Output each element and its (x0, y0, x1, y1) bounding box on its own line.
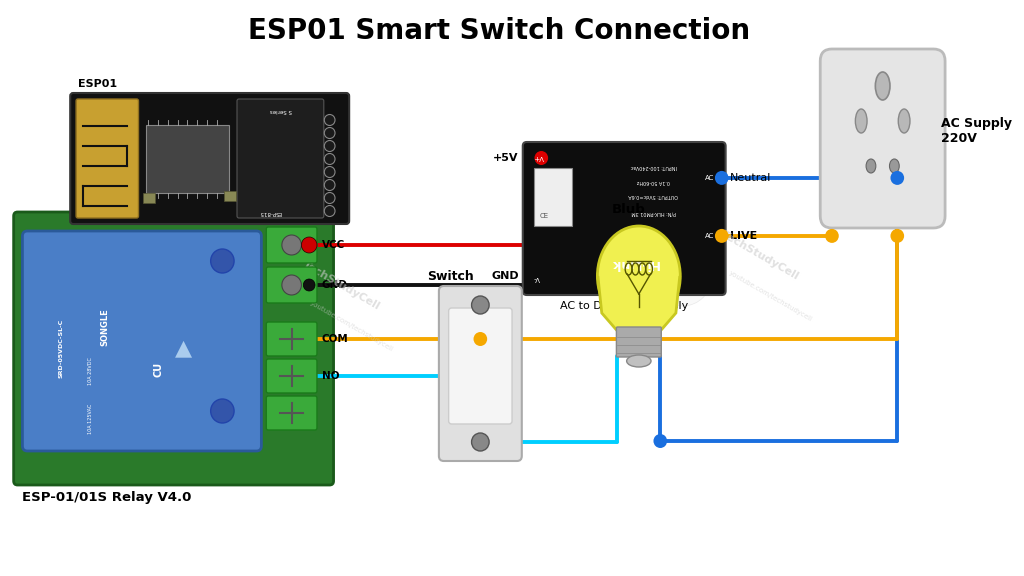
Circle shape (472, 296, 489, 314)
FancyBboxPatch shape (266, 359, 317, 393)
Circle shape (891, 229, 904, 243)
Circle shape (325, 141, 335, 151)
Text: ▲: ▲ (175, 339, 191, 358)
Text: GND: GND (322, 280, 348, 290)
Text: Blub: Blub (612, 203, 646, 216)
FancyBboxPatch shape (439, 286, 522, 461)
FancyBboxPatch shape (266, 227, 317, 263)
Ellipse shape (855, 109, 867, 133)
FancyBboxPatch shape (535, 168, 571, 226)
FancyBboxPatch shape (266, 396, 317, 430)
Text: AC Supply
220V: AC Supply 220V (941, 117, 1012, 145)
FancyBboxPatch shape (449, 308, 512, 424)
Text: AC to DC Power Supply: AC to DC Power Supply (560, 301, 688, 311)
Text: Switch: Switch (427, 270, 473, 283)
Circle shape (211, 399, 234, 423)
Text: ESP-815: ESP-815 (258, 210, 281, 215)
FancyBboxPatch shape (616, 327, 662, 357)
Text: OUTPUT: 5Vdc=0.6A: OUTPUT: 5Vdc=0.6A (629, 194, 678, 199)
Text: +5V: +5V (494, 153, 519, 163)
Circle shape (282, 235, 301, 255)
Circle shape (715, 229, 728, 243)
Circle shape (825, 229, 839, 243)
Text: ESP01: ESP01 (78, 79, 117, 89)
Circle shape (715, 171, 728, 185)
FancyBboxPatch shape (820, 49, 945, 228)
Text: GND: GND (492, 271, 519, 281)
Circle shape (282, 275, 301, 295)
Text: Neutral: Neutral (729, 173, 771, 183)
Text: ESP-01/01S Relay V4.0: ESP-01/01S Relay V4.0 (23, 491, 191, 504)
Text: ESP01 Smart Switch Connection: ESP01 Smart Switch Connection (248, 17, 751, 45)
Circle shape (325, 166, 335, 177)
FancyBboxPatch shape (266, 322, 317, 356)
Circle shape (535, 151, 548, 165)
Text: youtube.com/techstudycell: youtube.com/techstudycell (728, 270, 813, 323)
Circle shape (473, 332, 487, 346)
Polygon shape (598, 276, 680, 331)
Bar (143, 193, 155, 203)
Bar (146, 125, 229, 193)
Text: V-: V- (534, 275, 541, 281)
FancyBboxPatch shape (523, 142, 726, 295)
FancyBboxPatch shape (266, 267, 317, 303)
Text: NO: NO (322, 371, 339, 381)
FancyBboxPatch shape (23, 231, 261, 451)
Text: Hi-Link: Hi-Link (609, 256, 658, 270)
Circle shape (211, 249, 234, 273)
FancyBboxPatch shape (237, 99, 324, 218)
Circle shape (325, 127, 335, 138)
Ellipse shape (597, 226, 680, 326)
Text: P/N: HLK-PM01 3M: P/N: HLK-PM01 3M (631, 210, 676, 215)
Circle shape (325, 206, 335, 217)
Circle shape (325, 180, 335, 191)
Ellipse shape (866, 159, 876, 173)
Text: AC: AC (705, 175, 714, 181)
Circle shape (303, 279, 315, 291)
Text: INPUT: 100-240Vac: INPUT: 100-240Vac (631, 164, 677, 169)
Text: TechStudyCell: TechStudyCell (720, 230, 801, 282)
Text: youtube.com/techstudycell: youtube.com/techstudycell (308, 300, 394, 353)
Text: SRD-05VDC-SL-C: SRD-05VDC-SL-C (59, 319, 63, 378)
Ellipse shape (898, 109, 910, 133)
Circle shape (325, 153, 335, 165)
Bar (224, 191, 236, 201)
Circle shape (301, 237, 317, 253)
Text: S Series: S Series (270, 108, 292, 113)
Text: LIVE: LIVE (729, 231, 757, 241)
Text: 10A 28VDC: 10A 28VDC (88, 357, 93, 385)
Circle shape (325, 192, 335, 203)
Ellipse shape (876, 72, 890, 100)
Circle shape (215, 296, 273, 356)
Ellipse shape (627, 355, 651, 367)
Text: 10A 125VAC: 10A 125VAC (88, 404, 93, 434)
Circle shape (653, 246, 712, 306)
Text: CE: CE (540, 213, 549, 219)
Text: COM: COM (322, 334, 348, 344)
Text: VCC: VCC (322, 240, 345, 250)
Circle shape (653, 434, 667, 448)
Text: SONGLE: SONGLE (100, 308, 110, 346)
FancyBboxPatch shape (71, 93, 349, 224)
Text: V+: V+ (534, 154, 544, 160)
Text: AC: AC (705, 233, 714, 239)
Circle shape (472, 433, 489, 451)
FancyBboxPatch shape (13, 212, 334, 485)
FancyBboxPatch shape (76, 99, 138, 218)
Text: TechStudyCell: TechStudyCell (301, 260, 382, 312)
Text: CU: CU (154, 362, 164, 377)
Text: 0.1A 50-60Hz: 0.1A 50-60Hz (637, 179, 670, 184)
Ellipse shape (890, 159, 899, 173)
Circle shape (325, 115, 335, 126)
Circle shape (891, 171, 904, 185)
